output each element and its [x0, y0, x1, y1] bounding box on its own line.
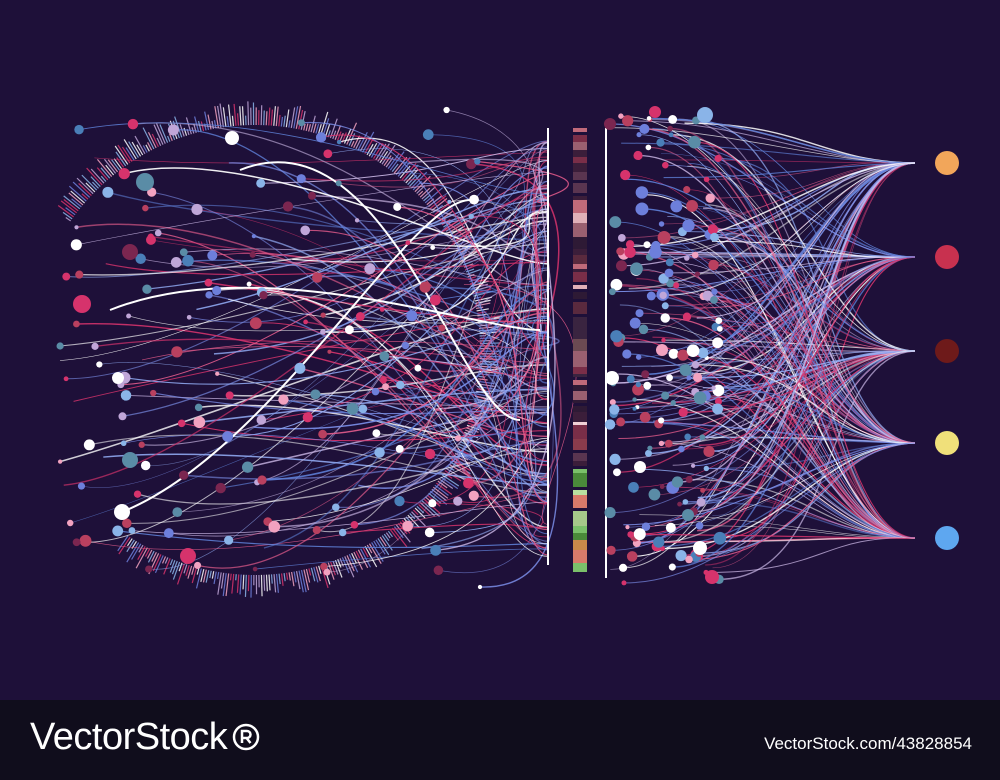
- maroon-dot: [935, 339, 959, 363]
- output-node-column: [935, 151, 959, 550]
- registered-mark-icon: [233, 723, 260, 751]
- blue-dot: [935, 526, 959, 550]
- watermark-footer: VectorStock VectorStock.com/43828854: [0, 700, 1000, 780]
- color-barcode-strip: [573, 128, 587, 572]
- image-credit: VectorStock.com/43828854: [764, 734, 972, 753]
- orange-dot: [935, 151, 959, 175]
- vectorstock-logo: VectorStock: [30, 716, 261, 759]
- crimson-dot: [935, 245, 959, 269]
- data-network-illustration: [56, 101, 959, 598]
- yellow-dot: [935, 431, 959, 455]
- left-network-lines: [59, 109, 577, 588]
- brand-text: VectorStock: [30, 716, 228, 758]
- right-network-lines: [609, 115, 916, 584]
- left-network-nodes: [56, 106, 483, 590]
- right-network-nodes: [603, 106, 727, 586]
